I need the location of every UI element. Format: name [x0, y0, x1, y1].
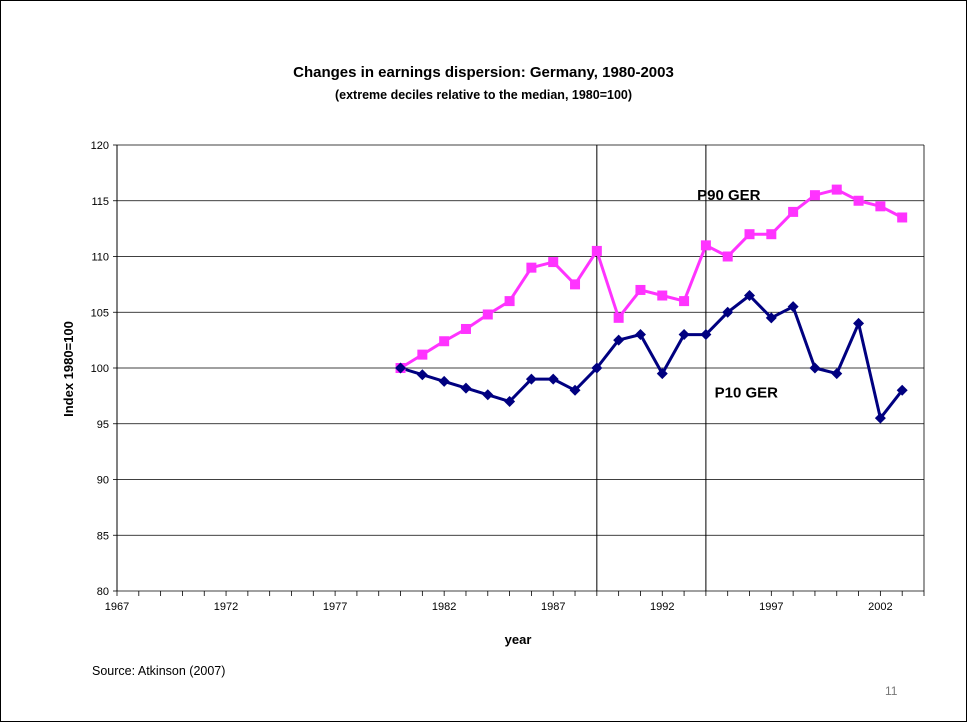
marker-p90-ger: [613, 312, 624, 323]
marker-p90-ger: [526, 262, 537, 273]
marker-p10-ger: [787, 301, 799, 313]
marker-p90-ger: [809, 190, 820, 201]
marker-p10-ger: [656, 368, 668, 380]
marker-p90-ger: [439, 336, 450, 347]
x-tick-label: 1982: [432, 601, 456, 613]
marker-p10-ger: [896, 384, 908, 396]
marker-p10-ger: [569, 384, 581, 396]
y-tick-label: 85: [97, 530, 109, 542]
page-number: 11: [885, 684, 898, 698]
y-tick-label: 120: [91, 140, 109, 152]
gridlines: [117, 144, 924, 592]
source-note: Source: Atkinson (2007): [92, 664, 226, 678]
x-tick-label: 1992: [650, 601, 674, 613]
marker-p10-ger: [853, 317, 865, 329]
y-axis-label: Index 1980=100: [61, 321, 76, 417]
marker-p90-ger: [657, 290, 668, 301]
chart-subtitle: (extreme deciles relative to the median,…: [334, 88, 633, 102]
y-tick-label: 100: [91, 363, 109, 375]
series-layer: [395, 184, 908, 424]
y-tick-label: 110: [91, 252, 109, 264]
x-tick-label: 1977: [323, 601, 347, 613]
marker-p90-ger: [766, 229, 777, 240]
x-tick-label: 1997: [759, 601, 783, 613]
marker-p10-ger: [634, 329, 646, 341]
marker-p90-ger: [504, 296, 515, 307]
marker-p90-ger: [744, 229, 755, 240]
marker-p90-ger: [831, 184, 842, 195]
marker-p10-ger: [613, 334, 625, 346]
y-tick-label: 115: [91, 196, 109, 208]
marker-p10-ger: [416, 369, 428, 381]
marker-p10-ger: [438, 375, 450, 387]
marker-p90-ger: [679, 296, 690, 307]
y-tick-label: 105: [91, 307, 109, 319]
marker-p90-ger: [722, 251, 733, 262]
marker-p90-ger: [700, 240, 711, 251]
marker-p90-ger: [570, 279, 581, 290]
y-tick-label: 80: [97, 586, 109, 598]
marker-p90-ger: [460, 323, 471, 334]
marker-p90-ger: [788, 206, 799, 217]
x-tick-label: 1987: [541, 601, 565, 613]
series-annotation: P90 GER: [697, 187, 761, 204]
marker-p10-ger: [482, 389, 494, 401]
x-tick-label: 1972: [214, 601, 238, 613]
marker-p90-ger: [417, 349, 428, 360]
marker-p10-ger: [809, 362, 821, 374]
marker-p10-ger: [525, 373, 537, 385]
marker-p10-ger: [831, 368, 843, 380]
marker-p10-ger: [591, 362, 603, 374]
marker-p10-ger: [722, 306, 734, 318]
marker-p10-ger: [765, 312, 777, 324]
marker-p10-ger: [547, 373, 559, 385]
marker-p90-ger: [635, 284, 646, 295]
series-line-p10-ger: [400, 294, 904, 420]
marker-p90-ger: [853, 195, 864, 206]
chart-title: Changes in earnings dispersion: Germany,…: [293, 64, 674, 81]
marker-p10-ger: [504, 395, 516, 407]
marker-p10-ger: [460, 382, 472, 394]
x-tick-label: 1967: [105, 601, 129, 613]
y-tick-label: 90: [97, 475, 109, 487]
marker-p90-ger: [897, 212, 908, 223]
tick-labels: 80 85 90 95 100 105 110 115 120 1967 1972 1977 1982 1…: [91, 140, 893, 613]
marker-p90-ger: [875, 201, 886, 212]
series-line-p90-ger: [399, 188, 903, 370]
axes: [113, 144, 925, 596]
marker-p90-ger: [591, 245, 602, 256]
marker-p10-ger: [874, 412, 886, 424]
x-tick-label: 2002: [868, 601, 892, 613]
marker-p10-ger: [678, 329, 690, 341]
marker-p10-ger: [700, 329, 712, 341]
marker-p90-ger: [548, 257, 559, 268]
marker-p10-ger: [744, 290, 756, 302]
marker-p10-ger: [395, 362, 407, 374]
marker-p90-ger: [482, 309, 493, 320]
series-annotation: P10 GER: [715, 385, 779, 402]
y-tick-label: 95: [97, 419, 109, 431]
x-axis-label: year: [505, 632, 532, 647]
